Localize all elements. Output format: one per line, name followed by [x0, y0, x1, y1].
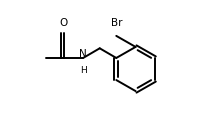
Text: N: N — [79, 49, 87, 59]
Text: O: O — [60, 18, 68, 28]
Text: Br: Br — [111, 18, 122, 28]
Text: H: H — [80, 66, 87, 75]
